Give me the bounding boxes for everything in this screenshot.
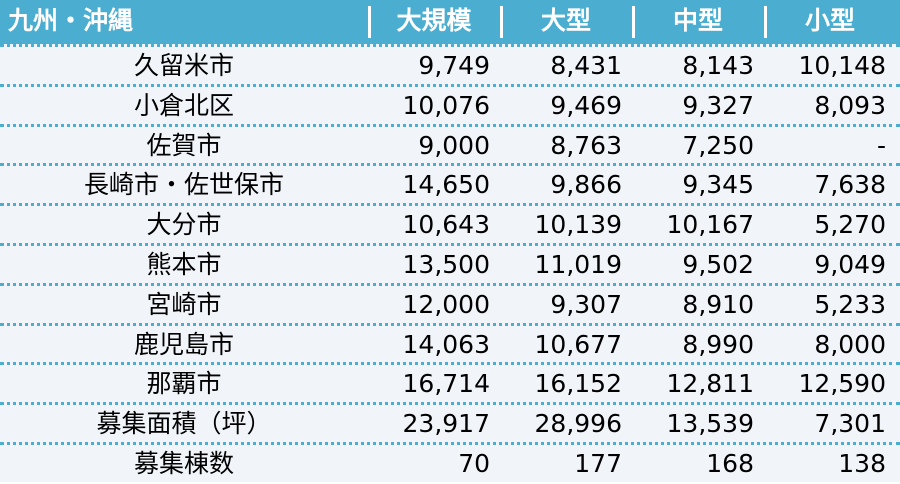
table-cell: 10,643 <box>402 210 490 240</box>
table-row: 宮崎市 12,000 9,307 8,910 5,233 <box>0 282 900 323</box>
table-cell: 8,093 <box>814 90 886 120</box>
table-cell: 9,327 <box>682 90 754 120</box>
table-cell: 138 <box>838 448 886 478</box>
row-label: 募集面積（坪） <box>96 409 272 439</box>
table-cell: 10,076 <box>402 90 490 120</box>
header-row: 九州・沖縄 大規模 大型 中型 小型 <box>0 0 900 44</box>
table-row: 募集棟数 70 177 168 138 <box>0 441 900 482</box>
table-cell: 8,143 <box>682 51 754 80</box>
table-row: 長崎市・佐世保市 14,650 9,866 9,345 7,638 <box>0 163 900 204</box>
header-separator <box>500 6 503 38</box>
row-label: 大分市 <box>146 210 222 240</box>
table-cell: 8,910 <box>682 289 754 319</box>
row-label: 募集棟数 <box>133 448 234 478</box>
table-cell: 28,996 <box>534 409 622 439</box>
header-cell: 大型 <box>540 6 591 35</box>
table-row: 那覇市 16,714 16,152 12,811 12,590 <box>0 362 900 403</box>
table-cell: 10,167 <box>666 210 754 240</box>
header-cell: 九州・沖縄 <box>8 6 134 35</box>
table-row: 小倉北区 10,076 9,469 9,327 8,093 <box>0 83 900 124</box>
table-cell: 16,152 <box>534 369 622 399</box>
table-cell: 14,063 <box>402 329 490 359</box>
table-cell: 8,431 <box>550 51 622 80</box>
table-cell: 10,148 <box>798 51 886 80</box>
table-row: 熊本市 13,500 11,019 9,502 9,049 <box>0 242 900 283</box>
table-cell: 12,811 <box>666 369 754 399</box>
table-cell: 9,749 <box>418 51 490 80</box>
header-separator <box>632 6 635 38</box>
table-cell: 11,019 <box>534 249 622 279</box>
table-row: 佐賀市 9,000 8,763 7,250 - <box>0 123 900 164</box>
table-cell: 9,469 <box>550 90 622 120</box>
table-cell: 9,049 <box>814 249 886 279</box>
table-cell: 9,502 <box>682 249 754 279</box>
table-row: 募集面積（坪） 23,917 28,996 13,539 7,301 <box>0 402 900 442</box>
row-label: 長崎市・佐世保市 <box>83 170 284 200</box>
table-cell: 9,866 <box>550 170 622 200</box>
table-cell: 13,539 <box>666 409 754 439</box>
table-cell: 8,763 <box>550 130 622 160</box>
table-cell: 5,233 <box>814 289 886 319</box>
table-cell: 14,650 <box>402 170 490 200</box>
table-row: 鹿児島市 14,063 10,677 8,990 8,000 <box>0 322 900 363</box>
table-cell: 10,139 <box>534 210 622 240</box>
row-label: 小倉北区 <box>133 90 234 120</box>
table-cell: 7,301 <box>814 409 886 439</box>
table-cell: 177 <box>574 448 622 478</box>
row-label: 宮崎市 <box>146 289 222 319</box>
header-cell: 中型 <box>672 6 723 35</box>
table-cell: 70 <box>458 448 490 478</box>
table-cell: 7,250 <box>682 130 754 160</box>
table-cell: 8,990 <box>682 329 754 359</box>
header-separator <box>764 6 767 38</box>
row-label: 久留米市 <box>133 51 234 80</box>
table-row: 大分市 10,643 10,139 10,167 5,270 <box>0 203 900 243</box>
header-cell: 小型 <box>804 6 855 35</box>
row-label: 熊本市 <box>146 249 222 279</box>
table-cell: 5,270 <box>814 210 886 240</box>
table-cell: 8,000 <box>814 329 886 359</box>
table-cell: 9,345 <box>682 170 754 200</box>
table-cell: 9,000 <box>418 130 490 160</box>
table-cell: 12,000 <box>402 289 490 319</box>
row-label: 那覇市 <box>146 369 222 399</box>
table-cell: 9,307 <box>550 289 622 319</box>
table-cell: - <box>876 130 886 160</box>
table-cell: 12,590 <box>798 369 886 399</box>
table-cell: 7,638 <box>814 170 886 200</box>
header-separator <box>368 6 371 38</box>
table-cell: 16,714 <box>402 369 490 399</box>
table-row: 久留米市 9,749 8,431 8,143 10,148 <box>0 44 900 84</box>
header-cell: 大規模 <box>396 6 472 35</box>
table-cell: 168 <box>706 448 754 478</box>
table-cell: 13,500 <box>402 249 490 279</box>
table-cell: 10,677 <box>534 329 622 359</box>
row-label: 鹿児島市 <box>133 329 234 359</box>
row-label: 佐賀市 <box>146 130 222 160</box>
table-cell: 23,917 <box>402 409 490 439</box>
